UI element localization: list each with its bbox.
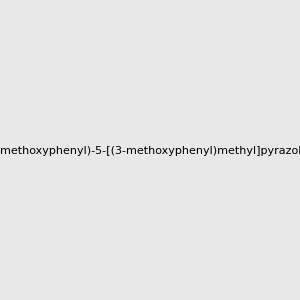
- Text: 8-Methoxy-3-(4-methoxyphenyl)-5-[(3-methoxyphenyl)methyl]pyrazolo[4,3-c]quinolin: 8-Methoxy-3-(4-methoxyphenyl)-5-[(3-meth…: [0, 146, 300, 157]
